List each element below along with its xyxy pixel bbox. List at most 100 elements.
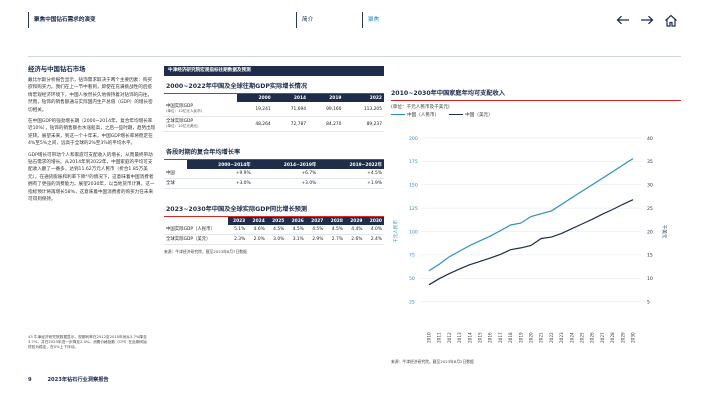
x-tick-label: 2013 xyxy=(457,332,462,343)
legend-label: 中国（美元） xyxy=(465,113,493,119)
table-cell: 4.4% xyxy=(344,225,365,235)
table-cell: 5.1% xyxy=(227,225,248,235)
column-header: 2019 xyxy=(308,94,344,102)
chart-source: 来源：牛津经济研究院，截至2023年8月2日数据 xyxy=(391,359,474,364)
x-tick-label: 2027 xyxy=(600,332,605,343)
cagr-title: 各段时期的复合年均增长率 xyxy=(164,142,384,160)
income-chart-panel: 2010~2030年中国家庭年均可支配收入 (单位：千元人民币及千美元) 中国（… xyxy=(391,88,681,368)
nav-intro-link[interactable]: 简介 xyxy=(296,12,360,28)
x-tick-label: 2023 xyxy=(559,332,564,343)
footnote: 43 牛津经济研究院数据显示，现期利率在2012至2015年间从5.7%降至3.… xyxy=(28,335,147,350)
doc-title: 聚焦中国钻石需求的演变 xyxy=(28,12,296,28)
column-header: 2023 xyxy=(227,217,248,225)
column-header: 2022 xyxy=(343,94,384,102)
legend-item-rmb: 中国（人民币） xyxy=(391,112,439,118)
table-cell: 2.4% xyxy=(364,234,384,245)
table-cell: 4.5% xyxy=(325,225,345,235)
table-cell: 71,694 xyxy=(272,102,309,117)
column-header: 2027 xyxy=(305,217,326,225)
page-footer: 9 2023年钻石行业洞察报告 xyxy=(28,376,123,383)
row-label: 中国实际GDP（人民币） xyxy=(164,225,228,235)
left-tick-label: 200 xyxy=(409,136,418,142)
left-tick-label: 150 xyxy=(409,183,418,189)
chart-unit: (单位：千元人民币及千美元) xyxy=(391,105,450,111)
row-label: 中国实际GDP xyxy=(166,104,193,109)
right-tick-label: 35 xyxy=(647,159,653,165)
page-number: 9 xyxy=(28,377,32,383)
home-icon[interactable] xyxy=(662,12,680,28)
row-unit: (单位：10亿元人民币) xyxy=(166,109,203,113)
column-header: 2025 xyxy=(266,217,287,225)
paragraph-3: GDP增长可带动个人和家庭可支配收入的增长，从而最终带动钻石需求的增长。从201… xyxy=(28,152,155,203)
x-tick-label: 2028 xyxy=(610,332,615,343)
row-label: 全球实际GDP xyxy=(166,119,193,124)
paragraph-2: 在中国GDP的强劲增长期（2000~2014年，复合年均增长率近10%），钻饰的… xyxy=(28,119,156,147)
top-bar: 聚焦中国钻石需求的演变 简介 聚焦 xyxy=(0,0,710,40)
forecast-title: 2023~2030年中国及全球实际GDP同比增长预测 xyxy=(164,199,384,217)
gdp-history-title: 2000~2022年中国及全球往期GDP实际增长情况 xyxy=(164,76,384,94)
paragraph-1: 戴比尔斯分析报告显示，钻饰需求取决于两个主要因素：购买欲和购买力。我们在上一节中… xyxy=(28,78,153,113)
legend-item-usd: 中国（美元） xyxy=(449,112,493,118)
series-line-rmb xyxy=(428,158,634,272)
column-header: 2024 xyxy=(247,217,267,225)
nav-focus-link[interactable]: 聚焦 xyxy=(362,12,608,28)
right-tick-label: 40 xyxy=(647,136,653,142)
table-cell: 4.0% xyxy=(364,225,384,235)
back-arrow-icon[interactable] xyxy=(614,12,632,28)
column-header: 2029 xyxy=(344,217,365,225)
right-axis-label: 千美元 xyxy=(661,225,668,239)
gdp-history-table: 2000 2014 2019 2022 中国实际GDP (单位：10亿元人民币) … xyxy=(164,94,384,132)
left-tick-label: 100 xyxy=(409,229,418,235)
x-tick-label: 2024 xyxy=(569,332,574,343)
row-label: 全球实际GDP（美元） xyxy=(164,234,228,245)
table-header-row: 2023 2024 2025 2026 2027 2028 2029 2030 xyxy=(164,217,384,225)
x-tick-label: 2030 xyxy=(631,332,636,343)
column-header: 2026 xyxy=(286,217,306,225)
column-header: 2000 xyxy=(237,94,273,102)
x-tick-label: 2016 xyxy=(488,332,493,343)
table-row: 全球实际GDP（美元） 2.3% 2.0% 3.0% 3.1% 2.9% 2.7… xyxy=(164,234,384,245)
table-cell: 2.6% xyxy=(344,234,365,245)
x-tick-label: 2012 xyxy=(447,332,452,343)
income-line-chart: 255075100125150175200510152025303540千元人民… xyxy=(392,136,668,343)
macro-indicators-panel: 牛津经济研究院宏观指标往期数据及预测 2000~2022年中国及全球往期GDP实… xyxy=(164,66,384,296)
x-tick-label: 2011 xyxy=(437,332,442,343)
column-header: 2030 xyxy=(364,217,384,225)
forward-arrow-icon[interactable] xyxy=(638,12,656,28)
series-line-usd xyxy=(428,199,634,286)
left-axis-label: 千元人民币 xyxy=(392,220,399,243)
cagr-table: 2000~2014年 2014~2019年 2019~2022年 中国 +9.9… xyxy=(164,160,384,189)
table-cell: 89,237 xyxy=(343,116,384,132)
left-tick-label: 75 xyxy=(409,253,415,259)
forecast-table: 2023 2024 2025 2026 2027 2028 2029 2030 … xyxy=(164,217,384,245)
left-tick-label: 50 xyxy=(409,276,415,282)
x-tick-label: 2026 xyxy=(590,332,595,343)
table-cell: 2.9% xyxy=(305,234,326,245)
table-cell: +1.9% xyxy=(318,178,384,189)
chart-title: 2010~2030年中国家庭年均可支配收入 xyxy=(391,90,505,97)
table-row: 中国实际GDP (单位：10亿元人民币) 19,241 71,694 99,160… xyxy=(164,102,384,117)
x-tick-label: 2029 xyxy=(620,332,625,343)
table-cell: 2.3% xyxy=(227,234,248,245)
right-tick-label: 10 xyxy=(647,276,653,282)
table-cell: 4.5% xyxy=(305,225,326,235)
x-tick-label: 2010 xyxy=(427,332,432,343)
x-tick-label: 2022 xyxy=(549,332,554,343)
table-cell: 99,160 xyxy=(308,102,344,117)
left-tick-label: 25 xyxy=(409,299,415,305)
column-header: 2028 xyxy=(325,217,345,225)
chart-legend: 中国（人民币） 中国（美元） xyxy=(391,112,681,118)
x-tick-label: 2025 xyxy=(580,332,585,343)
right-tick-label: 20 xyxy=(647,229,653,235)
x-tick-label: 2014 xyxy=(467,332,472,343)
tables-source: 来源：牛津经济研究院，截至2023年8月7日数据 xyxy=(164,249,247,254)
table-cell: +6.7% xyxy=(252,169,319,179)
table-cell: +3.0% xyxy=(252,178,319,189)
left-text-column: 经济与中国钻石市场 戴比尔斯分析报告显示，钻饰需求取决于两个主要因素：购买欲和购… xyxy=(28,64,156,208)
table-cell: 19,241 xyxy=(237,102,273,117)
report-title: 2023年钻石行业洞察报告 xyxy=(47,377,109,383)
table-row: 中国 +9.9% +6.7% +4.5% xyxy=(164,169,384,179)
header-divider xyxy=(28,56,681,57)
panel-header: 牛津经济研究院宏观指标往期数据及预测 xyxy=(164,66,384,76)
table-row: 全球实际GDP (单位：10亿元美元) 48,264 72,787 84,270 … xyxy=(164,116,384,132)
